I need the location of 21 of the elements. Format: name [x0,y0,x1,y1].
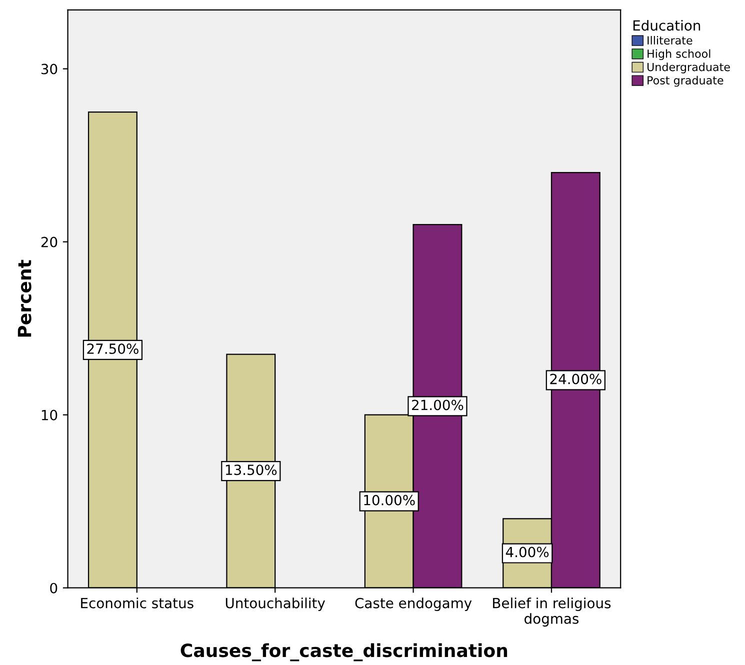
legend-label: Illiterate [648,36,692,45]
legend-label: High school [648,49,710,60]
x-tick-label: Belief in religious dogmas [493,598,611,627]
data-label: 4.00% [506,546,549,558]
data-label: 21.00% [412,400,464,410]
y-tick-label: 0 [50,582,58,594]
y-axis-title: Percent [18,260,32,337]
data-label: 13.50% [226,464,277,476]
y-tick-label: 10 [42,410,58,420]
x-tick-label: Untouchability [226,598,326,612]
legend-label: Post graduate [648,76,724,87]
x-tick-label: Caste endogamy [355,598,472,612]
y-tick-label: 20 [41,236,58,248]
data-label: 24.00% [550,374,602,384]
data-label: 27.50% [87,343,138,354]
x-tick-label: Economic status [81,598,194,608]
data-label: 10.00% [364,494,415,506]
legend-title: Education [633,20,700,31]
y-tick-label: 30 [41,64,58,74]
legend-label: Undergraduate [647,62,730,74]
x-axis-title: Causes_for_caste_discrimination [180,643,508,662]
